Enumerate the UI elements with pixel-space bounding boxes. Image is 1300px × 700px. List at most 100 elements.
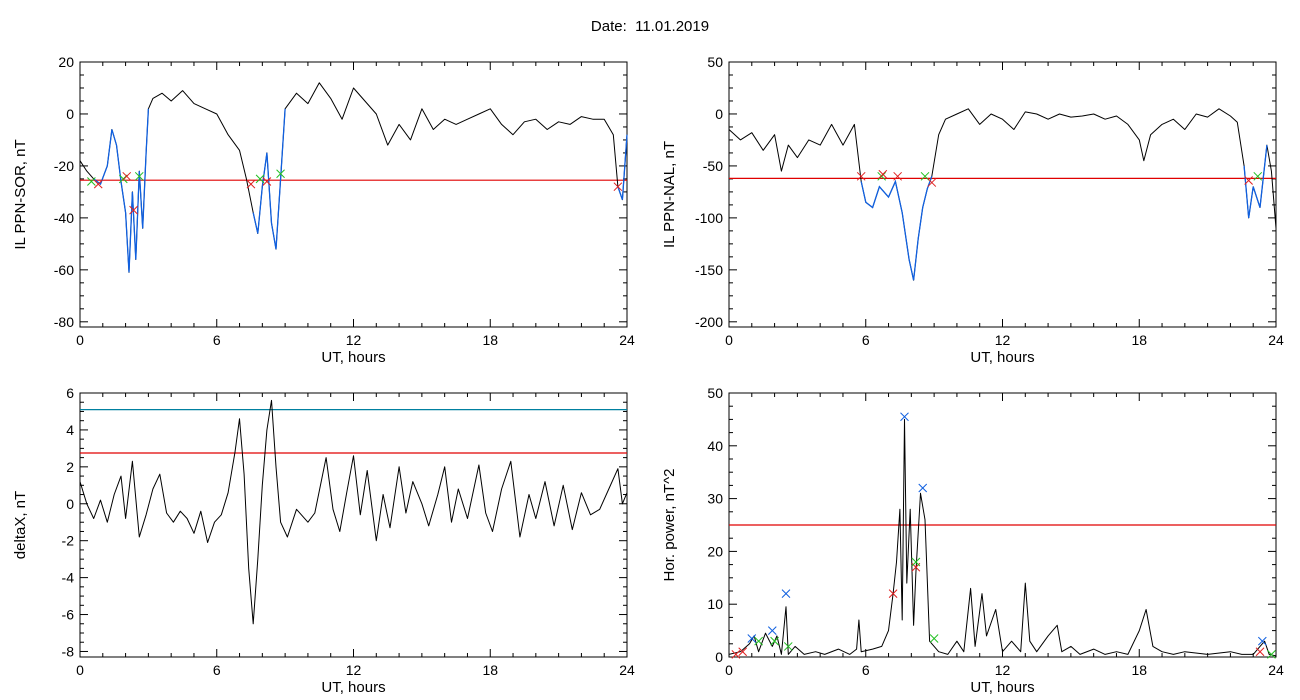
x-tick-label: 12: [346, 662, 362, 678]
x-tick-label: 0: [725, 662, 733, 678]
y-axis-label: IL PPN-SOR, nT: [12, 139, 29, 249]
x-axis-label: UT, hours: [970, 349, 1034, 366]
series-line: [79, 399, 628, 625]
marker-green: [255, 174, 265, 184]
plot-frame: [79, 392, 628, 658]
highlight-segment: [617, 134, 628, 200]
marker-green: [1267, 650, 1276, 659]
panel-deltax: 0 6 12 18 24 6 4 2 0 -2 -4 -6 -8 UT, hours deltaX, nT: [12, 385, 635, 696]
marker-red: [731, 650, 741, 659]
marker-green: [134, 171, 144, 181]
marker-green: [911, 557, 921, 567]
panel-il-ppn-nal: 0 6 12 18 24 50 0 -50 -100 -150 -200 UT, hours IL PP…: [661, 54, 1284, 366]
y-tick-label: -20: [54, 158, 74, 174]
marker-red: [927, 178, 937, 187]
marker-red: [1244, 176, 1254, 185]
highlight-segment: [1243, 145, 1268, 218]
marker-blue: [747, 634, 757, 643]
marker-green: [783, 642, 793, 651]
y-tick-label: 0: [715, 106, 723, 122]
plot-frame: [79, 61, 628, 328]
y-tick-label: 0: [66, 496, 74, 512]
marker-blue: [767, 626, 777, 635]
x-tick-label: 18: [482, 662, 498, 678]
x-tick-label: 18: [1131, 662, 1147, 678]
highlight-segment: [860, 176, 933, 281]
y-axis-label: deltaX, nT: [12, 491, 29, 559]
marker-red: [856, 171, 866, 181]
x-axis-label: UT, hours: [321, 349, 385, 366]
y-tick-label: -200: [695, 314, 723, 330]
y-tick-label: 50: [707, 385, 723, 401]
marker-green: [1253, 171, 1263, 181]
marker-red: [888, 589, 898, 598]
marker-red: [129, 205, 138, 215]
x-tick-label: 0: [76, 662, 84, 678]
marker-red: [613, 182, 623, 192]
marker-red: [246, 179, 256, 189]
x-tick-label: 6: [213, 332, 221, 348]
y-tick-label: -2: [62, 533, 75, 549]
figure-title: Date: 11.01.2019: [590, 18, 710, 35]
x-tick-label: 6: [862, 662, 870, 678]
x-axis-label: UT, hours: [970, 679, 1034, 696]
y-tick-label: -50: [703, 158, 723, 174]
marker-blue: [900, 412, 909, 422]
marker-red: [1255, 647, 1265, 657]
y-tick-label: 10: [707, 596, 723, 612]
x-tick-label: 24: [619, 332, 635, 348]
y-tick-label: 30: [707, 491, 723, 507]
y-axis-label: IL PPN-NAL, nT: [661, 141, 678, 248]
y-tick-label: 4: [66, 422, 74, 438]
highlight-segment: [252, 108, 286, 250]
marker-blue: [781, 589, 791, 598]
marker-red: [262, 177, 272, 186]
y-tick-label: 6: [66, 385, 74, 401]
y-tick-label: -40: [54, 210, 74, 226]
y-tick-label: -8: [62, 643, 75, 659]
x-tick-label: 24: [619, 662, 635, 678]
y-tick-label: -150: [695, 262, 723, 278]
y-tick-label: -100: [695, 210, 723, 226]
y-tick-label: -6: [62, 607, 75, 623]
x-axis-label: UT, hours: [321, 679, 385, 696]
x-tick-label: 6: [862, 332, 870, 348]
y-tick-label: 20: [707, 543, 723, 559]
y-tick-label: 20: [58, 54, 74, 70]
marker-red: [738, 647, 748, 657]
x-tick-label: 6: [213, 662, 221, 678]
marker-red: [893, 171, 903, 181]
y-tick-label: 50: [707, 54, 723, 70]
y-tick-label: -4: [62, 570, 75, 586]
series-line: [79, 82, 628, 273]
y-tick-label: 40: [707, 438, 723, 454]
plot-frame: [728, 61, 1277, 328]
x-tick-label: 24: [1268, 332, 1284, 348]
marker-red: [122, 171, 132, 181]
panel-hor-power: 0 6 12 18 24 50 40 30 20 10 0 UT, hours Hor. power, …: [661, 385, 1284, 696]
x-tick-label: 12: [995, 332, 1011, 348]
x-tick-label: 24: [1268, 662, 1284, 678]
marker-green: [754, 636, 763, 646]
marker-red: [878, 169, 888, 179]
marker-green: [929, 634, 939, 643]
y-axis-label: Hor. power, nT^2: [661, 469, 678, 582]
x-tick-label: 12: [346, 332, 362, 348]
x-tick-label: 0: [725, 332, 733, 348]
y-tick-label: 2: [66, 459, 74, 475]
y-tick-label: -60: [54, 262, 74, 278]
y-tick-label: 0: [66, 106, 74, 122]
marker-green: [87, 177, 96, 186]
series-line: [728, 418, 1277, 657]
y-tick-label: 0: [715, 649, 723, 665]
marker-green: [276, 169, 285, 179]
series-line: [728, 108, 1277, 281]
marker-green: [770, 636, 779, 646]
x-tick-label: 12: [995, 662, 1011, 678]
x-tick-label: 18: [482, 332, 498, 348]
x-tick-label: 0: [76, 332, 84, 348]
y-tick-label: -80: [54, 314, 74, 330]
highlight-segment: [93, 108, 150, 273]
marker-blue: [1257, 636, 1267, 646]
